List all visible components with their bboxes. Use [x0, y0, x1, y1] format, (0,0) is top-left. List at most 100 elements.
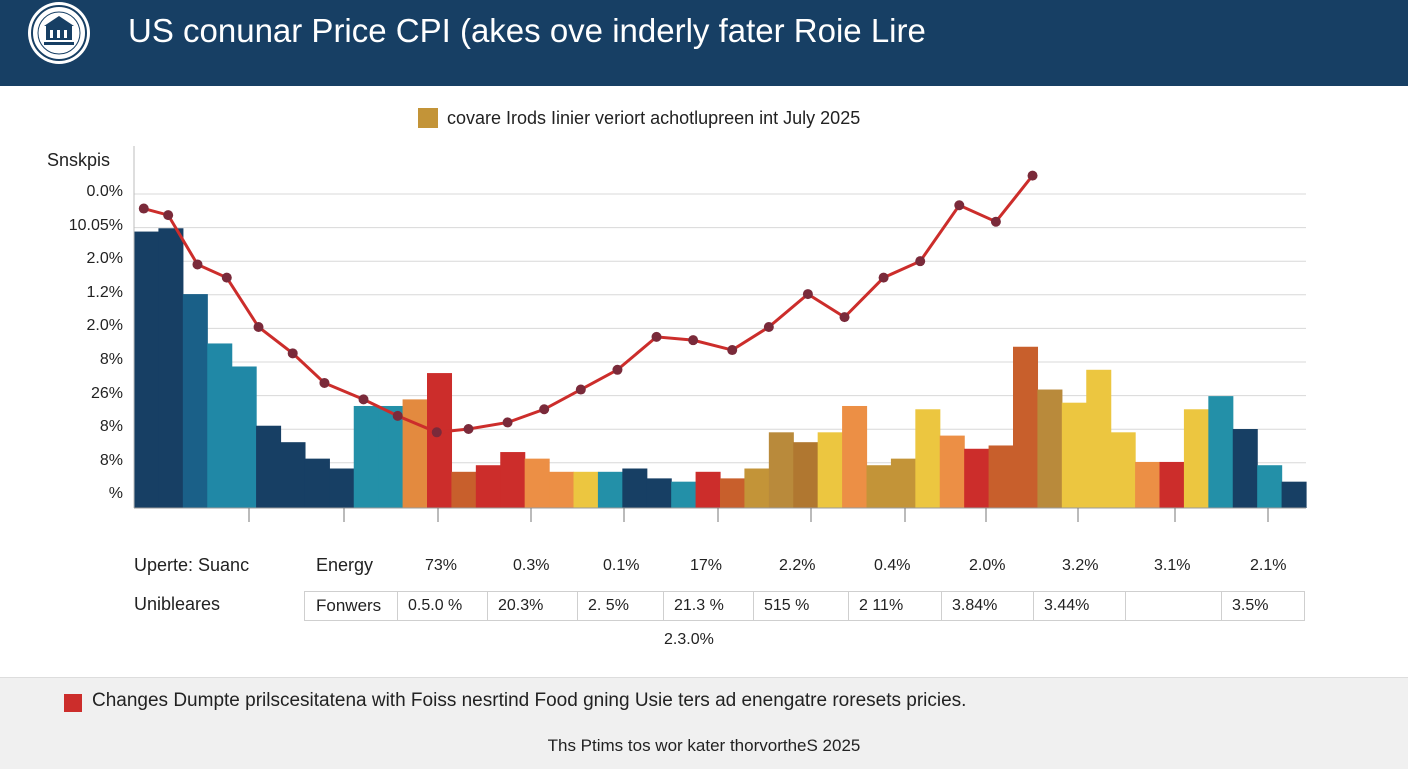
legend-swatch: [418, 108, 438, 128]
bar: [524, 458, 550, 508]
line-point: [651, 331, 662, 342]
y-axis-label: Snskpis: [47, 150, 111, 170]
y-tick-label: 8%: [99, 418, 123, 436]
bar: [231, 366, 257, 508]
bar: [207, 343, 233, 508]
y-tick-label: 2.0%: [86, 250, 123, 268]
bar: [1257, 465, 1283, 508]
table-cell: 515 %: [753, 592, 848, 620]
table-row1-name: Energy: [316, 555, 374, 575]
bar: [182, 294, 208, 508]
line-point: [138, 203, 149, 214]
chart-line: [138, 170, 1038, 438]
cpi-chart: [133, 146, 1307, 522]
bar: [329, 468, 355, 508]
bar: [1013, 346, 1039, 508]
bar: [1037, 389, 1063, 508]
bar: [1110, 432, 1136, 508]
line-point: [915, 256, 926, 267]
line-point: [954, 200, 965, 211]
line-point: [431, 427, 442, 438]
line-point: [463, 424, 474, 435]
line-point: [253, 322, 264, 332]
chart-legend: covare Irods Iinier veriort achotlupreen…: [418, 106, 860, 130]
bar: [842, 405, 868, 508]
bar: [890, 458, 916, 508]
line-series: [143, 174, 1034, 434]
table-cell: 3.5%: [1221, 592, 1304, 620]
bar: [646, 478, 672, 508]
table-cell: 2.2%: [779, 557, 816, 574]
legend-label: covare Irods Iinier veriort achotlupreen…: [447, 107, 861, 128]
line-point: [392, 410, 403, 421]
bar: [1061, 402, 1087, 508]
line-point: [192, 259, 203, 270]
bar: [622, 468, 648, 508]
y-tick-label: 8%: [99, 351, 123, 368]
line-point: [221, 272, 232, 283]
bar: [768, 432, 794, 508]
table-cell: 3.1%: [1154, 557, 1191, 574]
bar: [500, 452, 526, 508]
bar: [451, 471, 477, 508]
bar: [378, 405, 404, 508]
bar: [1232, 429, 1258, 508]
chart-grid: [134, 193, 1306, 464]
bar: [939, 435, 965, 508]
bar: [353, 405, 379, 508]
table-cell: 3.84%: [941, 592, 1033, 620]
bar: [1208, 396, 1234, 508]
line-point: [163, 210, 174, 221]
bar: [1159, 461, 1185, 508]
table-cell: 0.4%: [874, 557, 911, 574]
line-point: [839, 312, 850, 323]
bar: [427, 373, 453, 508]
bar: [866, 465, 892, 508]
table-cell: 0.3%: [513, 557, 550, 574]
y-tick-label: 26%: [90, 384, 123, 402]
bar: [695, 471, 721, 508]
line-point: [763, 322, 774, 332]
bar: [475, 465, 501, 508]
y-tick-label: 8%: [99, 451, 123, 469]
bar: [1135, 461, 1161, 508]
bar: [134, 231, 160, 508]
footer: [0, 677, 1408, 769]
note-swatch: [64, 694, 82, 712]
bar: [597, 471, 623, 508]
bar: [256, 425, 282, 508]
chart-axis: [133, 146, 1306, 522]
y-tick-label: %: [108, 485, 123, 503]
table-row2-name: Fonwers: [316, 596, 382, 615]
y-tick-label: 10.05%: [68, 216, 123, 234]
table-cell: 3.2%: [1062, 557, 1099, 574]
table-cell: 21.3 %: [663, 592, 753, 620]
bar: [280, 442, 306, 508]
bar: [1183, 409, 1209, 508]
bar: [304, 458, 330, 508]
table-cell: 0.5.0 %: [397, 592, 487, 620]
y-tick-label: 1.2%: [86, 283, 123, 301]
line-point: [688, 335, 699, 346]
table-row1-label: Uperte: Suanc: [134, 555, 250, 575]
bar: [1281, 481, 1307, 508]
line-point: [539, 404, 550, 415]
table-cell: 17%: [690, 557, 723, 574]
table-cell: 2 11%: [848, 592, 941, 620]
table-cell: 0.1%: [603, 557, 640, 574]
bar: [402, 399, 428, 508]
line-point: [878, 272, 889, 283]
bar: [549, 471, 575, 508]
table-below-value: 2.3.0%: [664, 631, 714, 648]
table-cell: 3.44%: [1033, 592, 1125, 620]
line-point: [287, 348, 298, 359]
bar: [1086, 369, 1112, 508]
line-point: [358, 394, 369, 405]
line-point: [502, 417, 513, 428]
chart-bars: [134, 228, 1307, 508]
table-row2: Fonwers 0.5.0 % 20.3% 2. 5% 21.3 % 515 % 2 11…: [304, 591, 1305, 621]
bar: [964, 448, 990, 508]
source-note: Ths Ptims tos wor kater thorvortheS 2025: [547, 736, 861, 755]
page-title: US conunar Price CPI (akes ove inderly f…: [128, 12, 926, 49]
table-cell: 2.0%: [969, 557, 1006, 574]
